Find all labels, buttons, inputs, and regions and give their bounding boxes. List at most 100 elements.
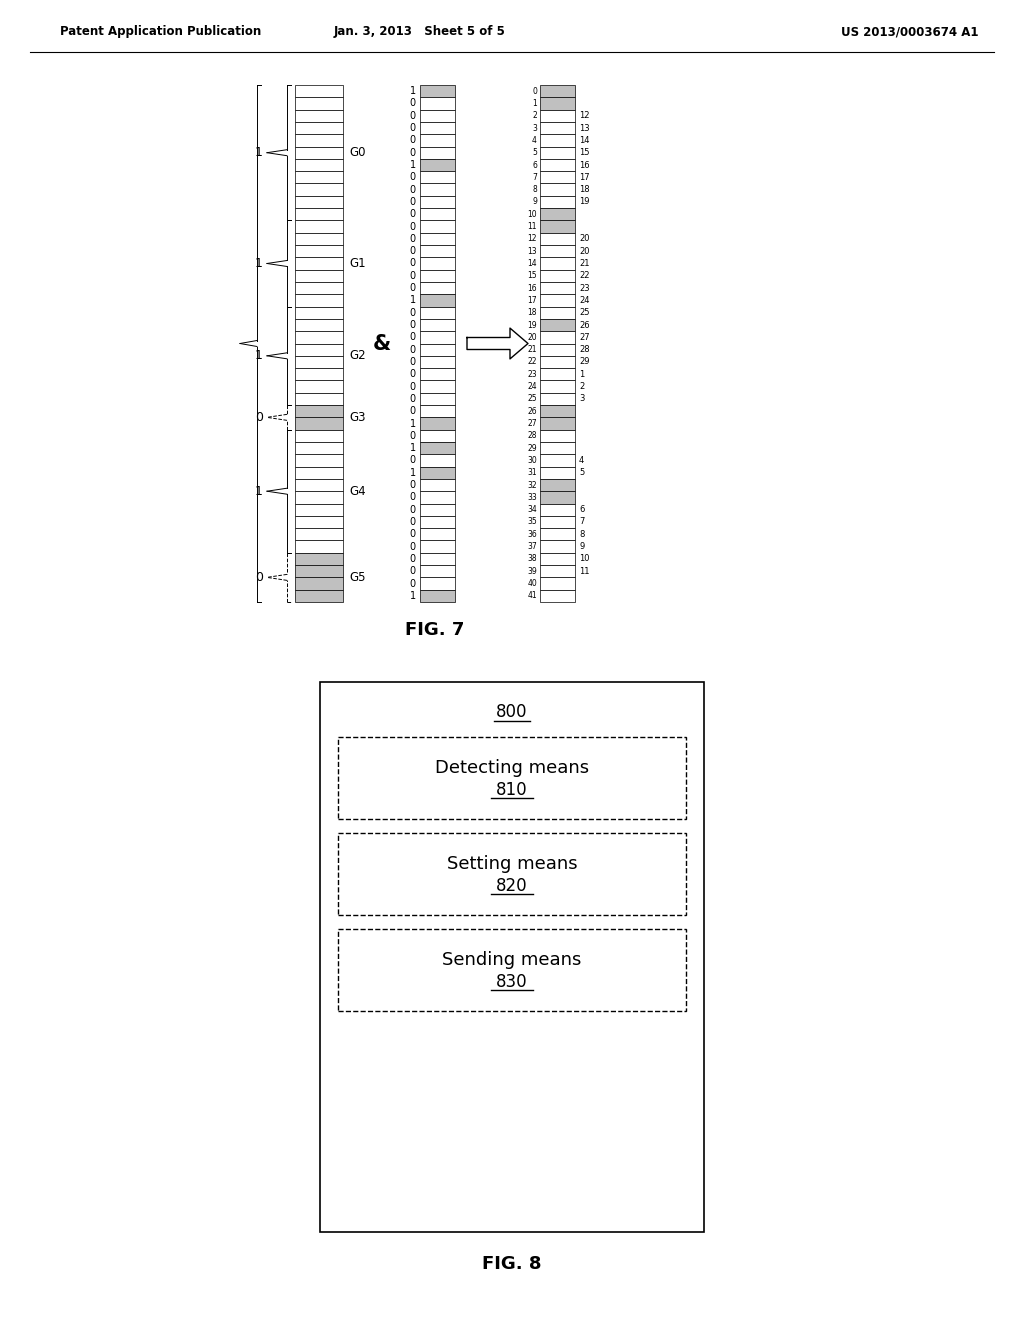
Bar	[420, 282, 455, 294]
Text: 40: 40	[527, 579, 537, 587]
Text: 30: 30	[527, 455, 537, 465]
Text: FIG. 8: FIG. 8	[482, 1255, 542, 1272]
Text: 8: 8	[579, 529, 585, 539]
Bar	[540, 232, 575, 246]
Bar	[295, 405, 343, 417]
Bar	[420, 565, 455, 577]
Bar	[295, 577, 343, 590]
Bar	[540, 466, 575, 479]
Text: 1: 1	[410, 467, 416, 478]
Text: 7: 7	[579, 517, 585, 527]
Bar	[420, 232, 455, 246]
Text: 2: 2	[579, 381, 585, 391]
Bar	[420, 553, 455, 565]
Text: 37: 37	[527, 543, 537, 552]
Text: 10: 10	[579, 554, 590, 564]
Text: 4: 4	[532, 136, 537, 145]
Text: 38: 38	[527, 554, 537, 564]
Text: 12: 12	[579, 111, 590, 120]
Bar	[540, 356, 575, 368]
Bar	[420, 380, 455, 393]
Bar	[540, 368, 575, 380]
Bar	[295, 466, 343, 479]
Bar	[420, 503, 455, 516]
Bar	[540, 565, 575, 577]
Bar	[540, 479, 575, 491]
Text: 0: 0	[410, 99, 416, 108]
Bar	[338, 833, 686, 915]
Bar	[420, 430, 455, 442]
Bar	[540, 282, 575, 294]
Text: 6: 6	[579, 506, 585, 515]
Text: 3: 3	[579, 395, 585, 404]
Bar	[420, 343, 455, 356]
Text: 820: 820	[497, 876, 527, 895]
Bar	[295, 220, 343, 232]
Text: 6: 6	[532, 161, 537, 169]
Text: 39: 39	[527, 566, 537, 576]
Text: 17: 17	[527, 296, 537, 305]
Text: 19: 19	[579, 198, 590, 206]
Bar	[338, 929, 686, 1011]
Text: G5: G5	[349, 570, 366, 583]
Text: G1: G1	[349, 257, 366, 271]
Bar	[420, 319, 455, 331]
Bar	[540, 442, 575, 454]
Text: 0: 0	[410, 210, 416, 219]
Bar	[540, 110, 575, 121]
Text: 21: 21	[579, 259, 590, 268]
Text: 15: 15	[527, 272, 537, 280]
Text: 1: 1	[255, 257, 263, 271]
Bar	[295, 158, 343, 172]
Bar	[295, 491, 343, 503]
Bar	[295, 294, 343, 306]
Text: 0: 0	[410, 480, 416, 490]
Bar	[295, 257, 343, 269]
Bar	[420, 417, 455, 430]
Text: 810: 810	[497, 781, 527, 799]
Bar	[295, 135, 343, 147]
Text: 0: 0	[532, 87, 537, 95]
Bar	[420, 590, 455, 602]
Bar	[319, 682, 705, 1232]
Bar	[295, 282, 343, 294]
Bar	[540, 528, 575, 540]
Bar	[295, 454, 343, 466]
Text: 0: 0	[410, 504, 416, 515]
Text: 7: 7	[532, 173, 537, 182]
Text: 24: 24	[579, 296, 590, 305]
Bar	[540, 380, 575, 393]
Bar	[540, 405, 575, 417]
Text: 1: 1	[532, 99, 537, 108]
Bar	[420, 269, 455, 282]
Text: 830: 830	[497, 973, 527, 991]
Text: 22: 22	[579, 272, 590, 280]
Bar	[420, 147, 455, 158]
Text: 4: 4	[579, 455, 585, 465]
Bar	[420, 246, 455, 257]
Bar	[295, 417, 343, 430]
Bar	[295, 553, 343, 565]
Bar	[295, 565, 343, 577]
Text: 0: 0	[410, 271, 416, 281]
Text: 10: 10	[527, 210, 537, 219]
Text: 24: 24	[527, 381, 537, 391]
Bar	[540, 183, 575, 195]
Text: 18: 18	[527, 309, 537, 317]
Text: 1: 1	[255, 484, 263, 498]
Bar	[295, 528, 343, 540]
Text: 0: 0	[410, 455, 416, 466]
Bar	[420, 84, 455, 98]
Text: 11: 11	[527, 222, 537, 231]
Text: 0: 0	[410, 173, 416, 182]
Bar	[295, 516, 343, 528]
Bar	[420, 577, 455, 590]
Bar	[420, 257, 455, 269]
Bar	[540, 590, 575, 602]
Bar	[540, 417, 575, 430]
Text: 16: 16	[579, 161, 590, 169]
Text: Patent Application Publication: Patent Application Publication	[60, 25, 261, 38]
Bar	[295, 590, 343, 602]
Bar	[540, 503, 575, 516]
Bar	[540, 454, 575, 466]
